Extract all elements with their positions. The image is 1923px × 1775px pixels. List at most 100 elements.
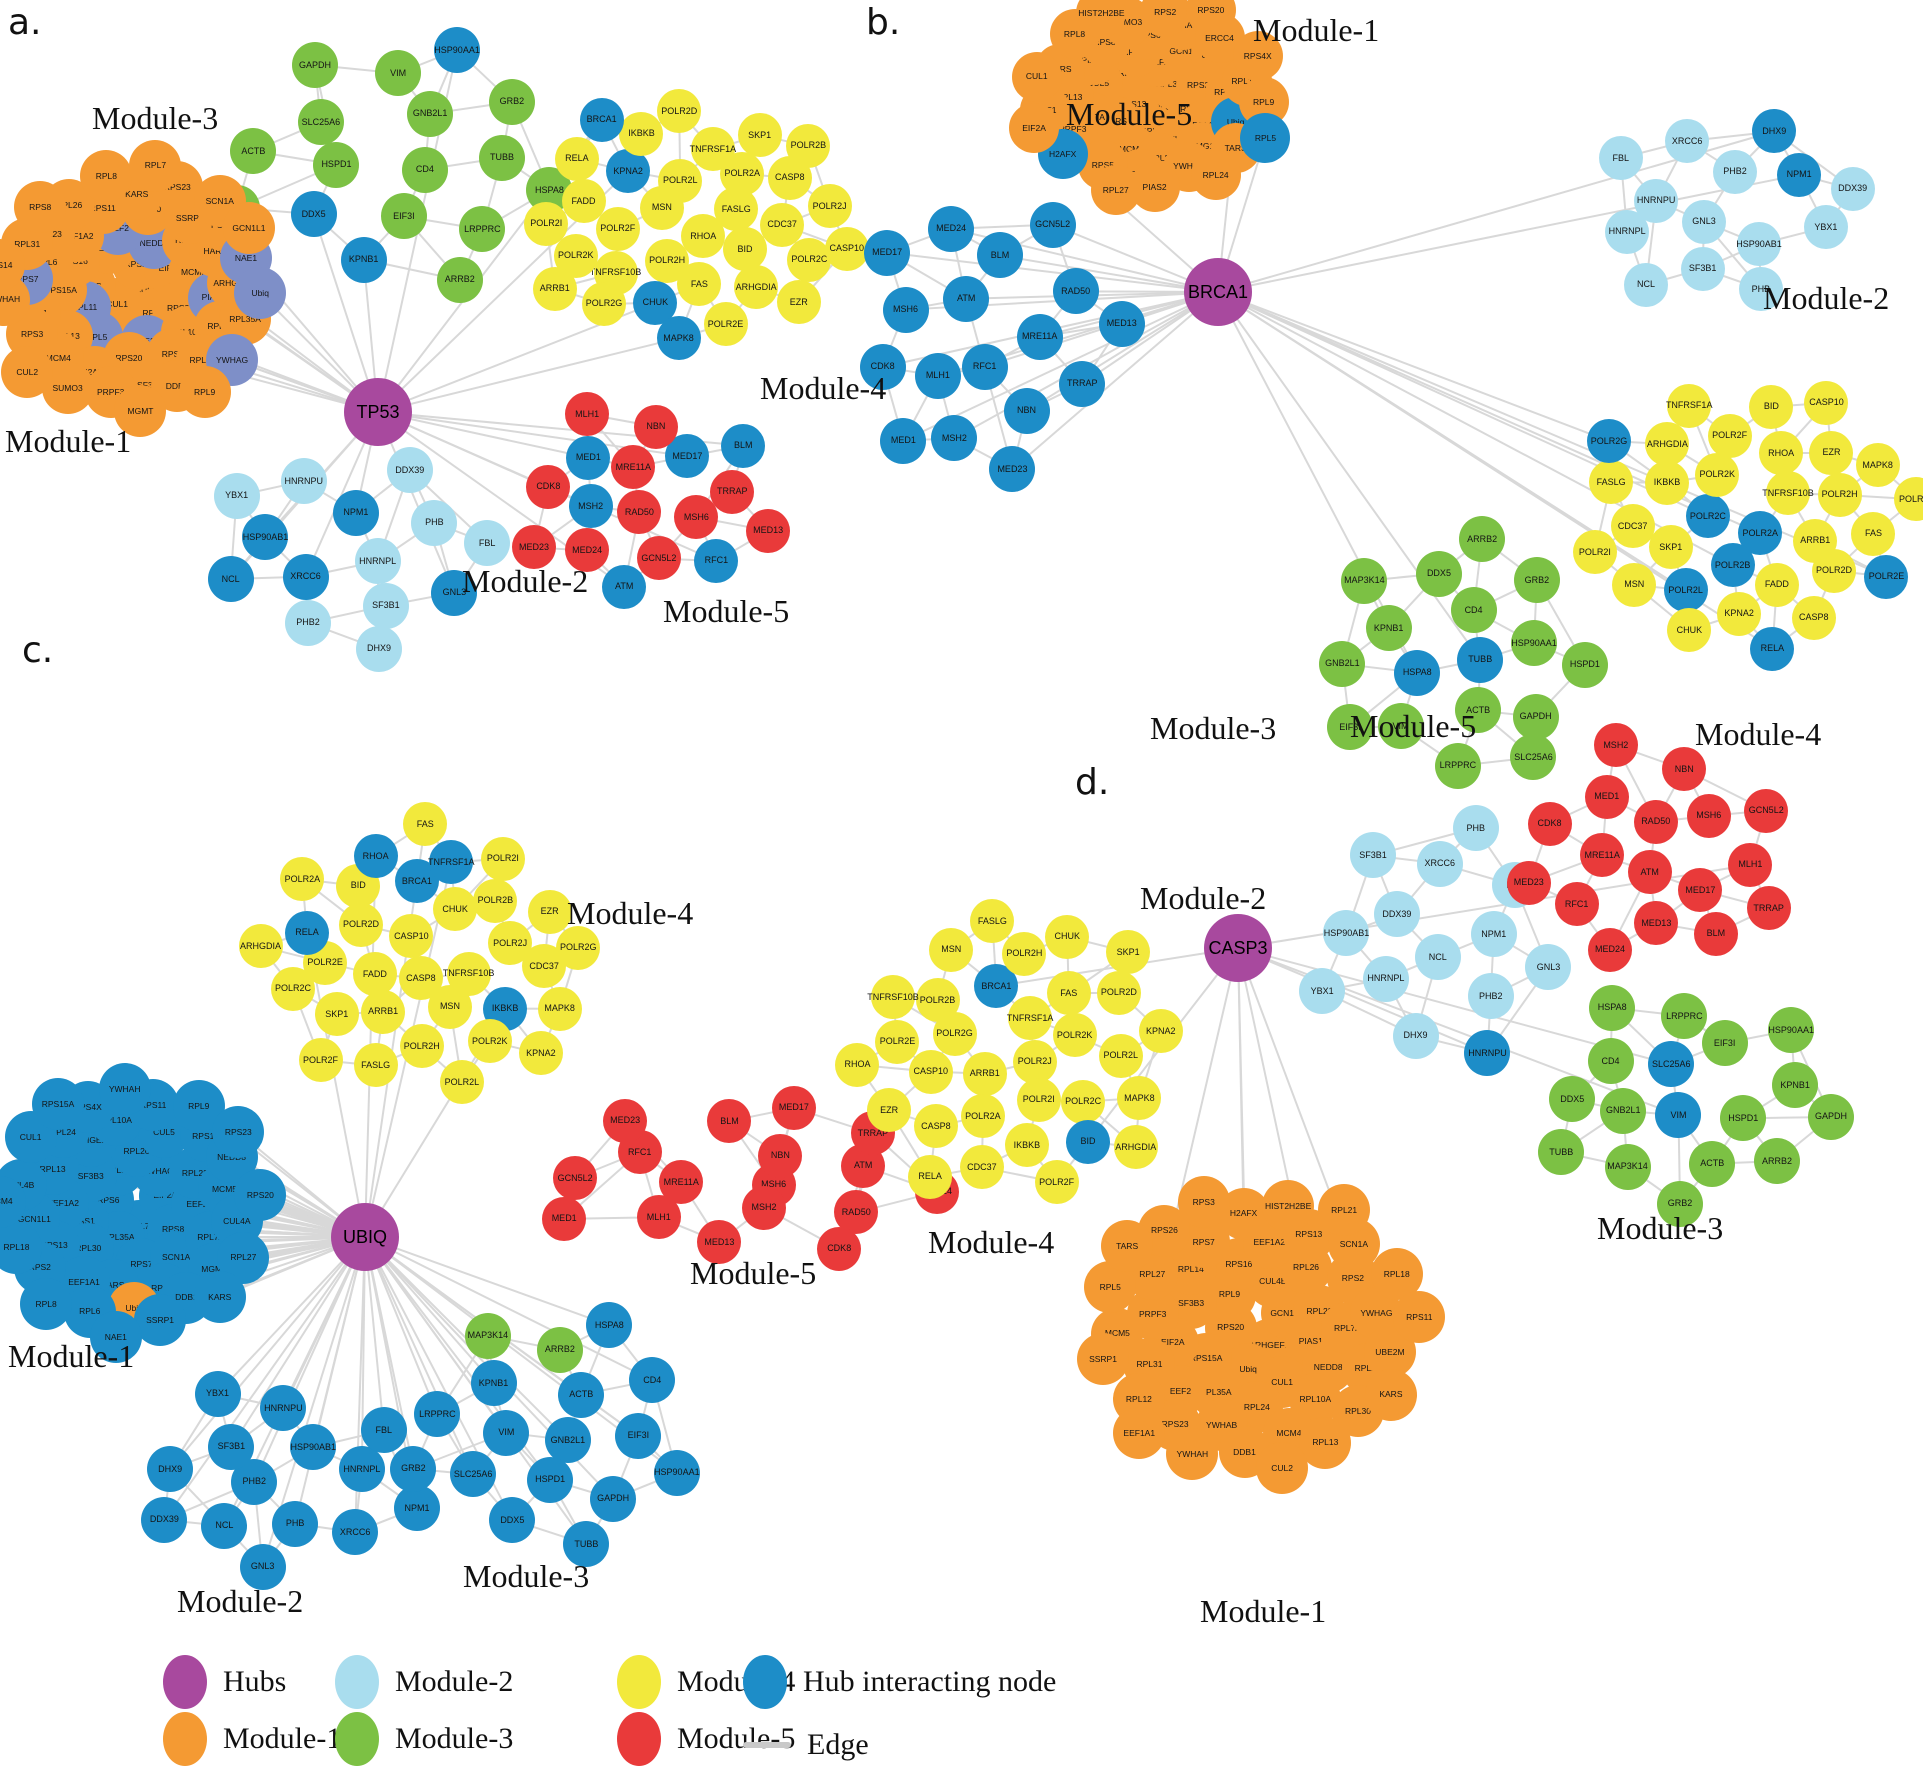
- node-EIF3I[interactable]: EIF3I: [1327, 704, 1374, 751]
- node-HNRNPU[interactable]: HNRNPU: [260, 1385, 307, 1432]
- node-XRCC6[interactable]: XRCC6: [1416, 840, 1463, 887]
- node-ACTB[interactable]: ACTB: [1689, 1140, 1736, 1187]
- node-VIM[interactable]: VIM: [375, 50, 422, 97]
- node-RHOA[interactable]: RHOA: [353, 834, 398, 879]
- node-CASP8[interactable]: CASP8: [913, 1104, 958, 1149]
- node-ACTB[interactable]: ACTB: [558, 1371, 605, 1418]
- node-SLC25A6[interactable]: SLC25A6: [450, 1451, 497, 1498]
- node-MED23[interactable]: MED23: [1506, 860, 1551, 905]
- node-HSP90AA1[interactable]: HSP90AA1: [1510, 620, 1557, 667]
- node-POLR2K[interactable]: POLR2K: [1052, 1013, 1097, 1058]
- node-TNFRSF10B[interactable]: TNFRSF10B: [867, 975, 919, 1020]
- node-GCN5L2[interactable]: GCN5L2: [553, 1156, 598, 1201]
- node-RHOA[interactable]: RHOA: [835, 1042, 880, 1087]
- node-RAD50[interactable]: RAD50: [1633, 799, 1678, 844]
- node-POLR2J[interactable]: POLR2J: [807, 184, 852, 229]
- node-GAPDH[interactable]: GAPDH: [291, 42, 338, 89]
- node-RPS4X[interactable]: RPS4X: [1232, 31, 1283, 82]
- node-PHB2[interactable]: PHB2: [231, 1458, 278, 1505]
- node-FADD[interactable]: FADD: [352, 952, 397, 997]
- node-KPNA2[interactable]: KPNA2: [606, 149, 651, 194]
- node-POLR2H[interactable]: POLR2H: [1002, 931, 1047, 976]
- node-KPNA2[interactable]: KPNA2: [1138, 1009, 1183, 1054]
- node-LRPPRC[interactable]: LRPPRC: [459, 206, 506, 253]
- node-GNL3[interactable]: GNL3: [239, 1543, 286, 1590]
- node-BID[interactable]: BID: [1749, 384, 1794, 429]
- node-POLR2F[interactable]: POLR2F: [595, 206, 640, 251]
- node-ARHGDIA[interactable]: ARHGDIA: [1113, 1125, 1158, 1170]
- node-BRCA1[interactable]: BRCA1: [579, 97, 624, 142]
- node-POLR2C[interactable]: POLR2C: [1685, 494, 1730, 539]
- node-MSH6[interactable]: MSH6: [674, 495, 719, 540]
- node-SF3B1[interactable]: SF3B1: [1680, 246, 1725, 291]
- node-POLR2L[interactable]: POLR2L: [1098, 1033, 1143, 1078]
- node-RPL24[interactable]: RPL24: [1190, 150, 1241, 201]
- node-MRE11A[interactable]: MRE11A: [1016, 313, 1063, 360]
- node-FASLG[interactable]: FASLG: [970, 899, 1015, 944]
- node-YWHAH[interactable]: YWHAH: [1166, 1427, 1219, 1480]
- node-MAPK8[interactable]: MAPK8: [656, 316, 701, 361]
- node-PHB[interactable]: PHB: [1738, 267, 1783, 312]
- node-TUBB[interactable]: TUBB: [1538, 1129, 1585, 1176]
- node-CUL2[interactable]: CUL2: [1256, 1442, 1309, 1495]
- node-MED17[interactable]: MED17: [1678, 868, 1723, 913]
- node-SF3B1[interactable]: SF3B1: [1350, 832, 1397, 879]
- node-MAPK8[interactable]: MAPK8: [1117, 1076, 1162, 1121]
- node-POLR2E[interactable]: POLR2E: [1864, 554, 1909, 599]
- node-MSN[interactable]: MSN: [1612, 562, 1657, 607]
- node-RPL13[interactable]: RPL13: [1299, 1416, 1352, 1469]
- node-MSH2[interactable]: MSH2: [568, 484, 613, 529]
- node-ARHGDIA[interactable]: ARHGDIA: [238, 924, 283, 969]
- node-PHB[interactable]: PHB: [411, 499, 458, 546]
- node-TRRAP[interactable]: TRRAP: [710, 469, 755, 514]
- node-TNFRSF1A[interactable]: TNFRSF1A: [1666, 383, 1712, 428]
- node-POLR2J[interactable]: POLR2J: [1893, 477, 1923, 522]
- node-GNB2L1[interactable]: GNB2L1: [544, 1417, 591, 1464]
- node-GRB2[interactable]: GRB2: [1657, 1180, 1704, 1227]
- node-POLR2C[interactable]: POLR2C: [787, 237, 832, 282]
- node-CDC37[interactable]: CDC37: [959, 1145, 1004, 1190]
- node-RAD50[interactable]: RAD50: [1052, 268, 1099, 315]
- node-KPNB1[interactable]: KPNB1: [340, 236, 387, 283]
- node-HSPD1[interactable]: HSPD1: [527, 1456, 574, 1503]
- node-RPS8[interactable]: RPS8: [14, 181, 67, 234]
- node-MED23[interactable]: MED23: [512, 525, 557, 570]
- node-POLR2B[interactable]: POLR2B: [915, 978, 960, 1023]
- node-FADD[interactable]: FADD: [561, 179, 606, 224]
- node-CDC37[interactable]: CDC37: [760, 202, 805, 247]
- node-NPM1[interactable]: NPM1: [1777, 152, 1822, 197]
- node-RELA[interactable]: RELA: [285, 910, 329, 955]
- node-MSH2[interactable]: MSH2: [1593, 723, 1638, 768]
- node-HSP90AA1[interactable]: HSP90AA1: [653, 1449, 700, 1496]
- node-MED1[interactable]: MED1: [542, 1196, 587, 1241]
- node-POLR2D[interactable]: POLR2D: [1096, 970, 1141, 1015]
- node-TNFRSF1A[interactable]: TNFRSF1A: [690, 127, 736, 172]
- node-MLH1[interactable]: MLH1: [1728, 842, 1773, 887]
- node-GCN1L1[interactable]: GCN1L1: [222, 201, 275, 254]
- hub-node-CASP3[interactable]: CASP3: [1204, 914, 1272, 982]
- node-POLR2C[interactable]: POLR2C: [271, 966, 316, 1011]
- node-CASP8[interactable]: CASP8: [1791, 595, 1836, 640]
- node-ARRB2[interactable]: ARRB2: [536, 1326, 583, 1373]
- node-DDX5[interactable]: DDX5: [1415, 550, 1462, 597]
- node-FAS[interactable]: FAS: [1046, 971, 1091, 1016]
- node-TNFRSF1A[interactable]: TNFRSF1A: [428, 840, 475, 885]
- node-XRCC6[interactable]: XRCC6: [282, 553, 329, 600]
- node-PHB[interactable]: PHB: [1452, 805, 1499, 851]
- node-KPNB1[interactable]: KPNB1: [1365, 605, 1412, 652]
- node-CHUK[interactable]: CHUK: [1667, 608, 1712, 652]
- node-EZR[interactable]: EZR: [776, 280, 821, 325]
- node-POLR2C[interactable]: POLR2C: [1061, 1079, 1106, 1124]
- node-HIST2H2BE[interactable]: HIST2H2BE: [1076, 0, 1127, 39]
- node-HNRNPU[interactable]: HNRNPU: [280, 458, 327, 505]
- node-HSPA8[interactable]: HSPA8: [1589, 984, 1636, 1031]
- node-CUL2[interactable]: CUL2: [1, 345, 54, 398]
- node-POLR2B[interactable]: POLR2B: [1710, 543, 1755, 588]
- node-MED24[interactable]: MED24: [565, 528, 610, 573]
- node-HSP90AB1[interactable]: HSP90AB1: [242, 514, 289, 561]
- node-RPL8[interactable]: RPL8: [20, 1278, 73, 1331]
- node-RPS3[interactable]: RPS3: [1177, 1176, 1230, 1229]
- node-DDX39[interactable]: DDX39: [141, 1496, 188, 1543]
- node-HSPA8[interactable]: HSPA8: [1394, 649, 1441, 696]
- node-KARS[interactable]: KARS: [193, 1270, 246, 1323]
